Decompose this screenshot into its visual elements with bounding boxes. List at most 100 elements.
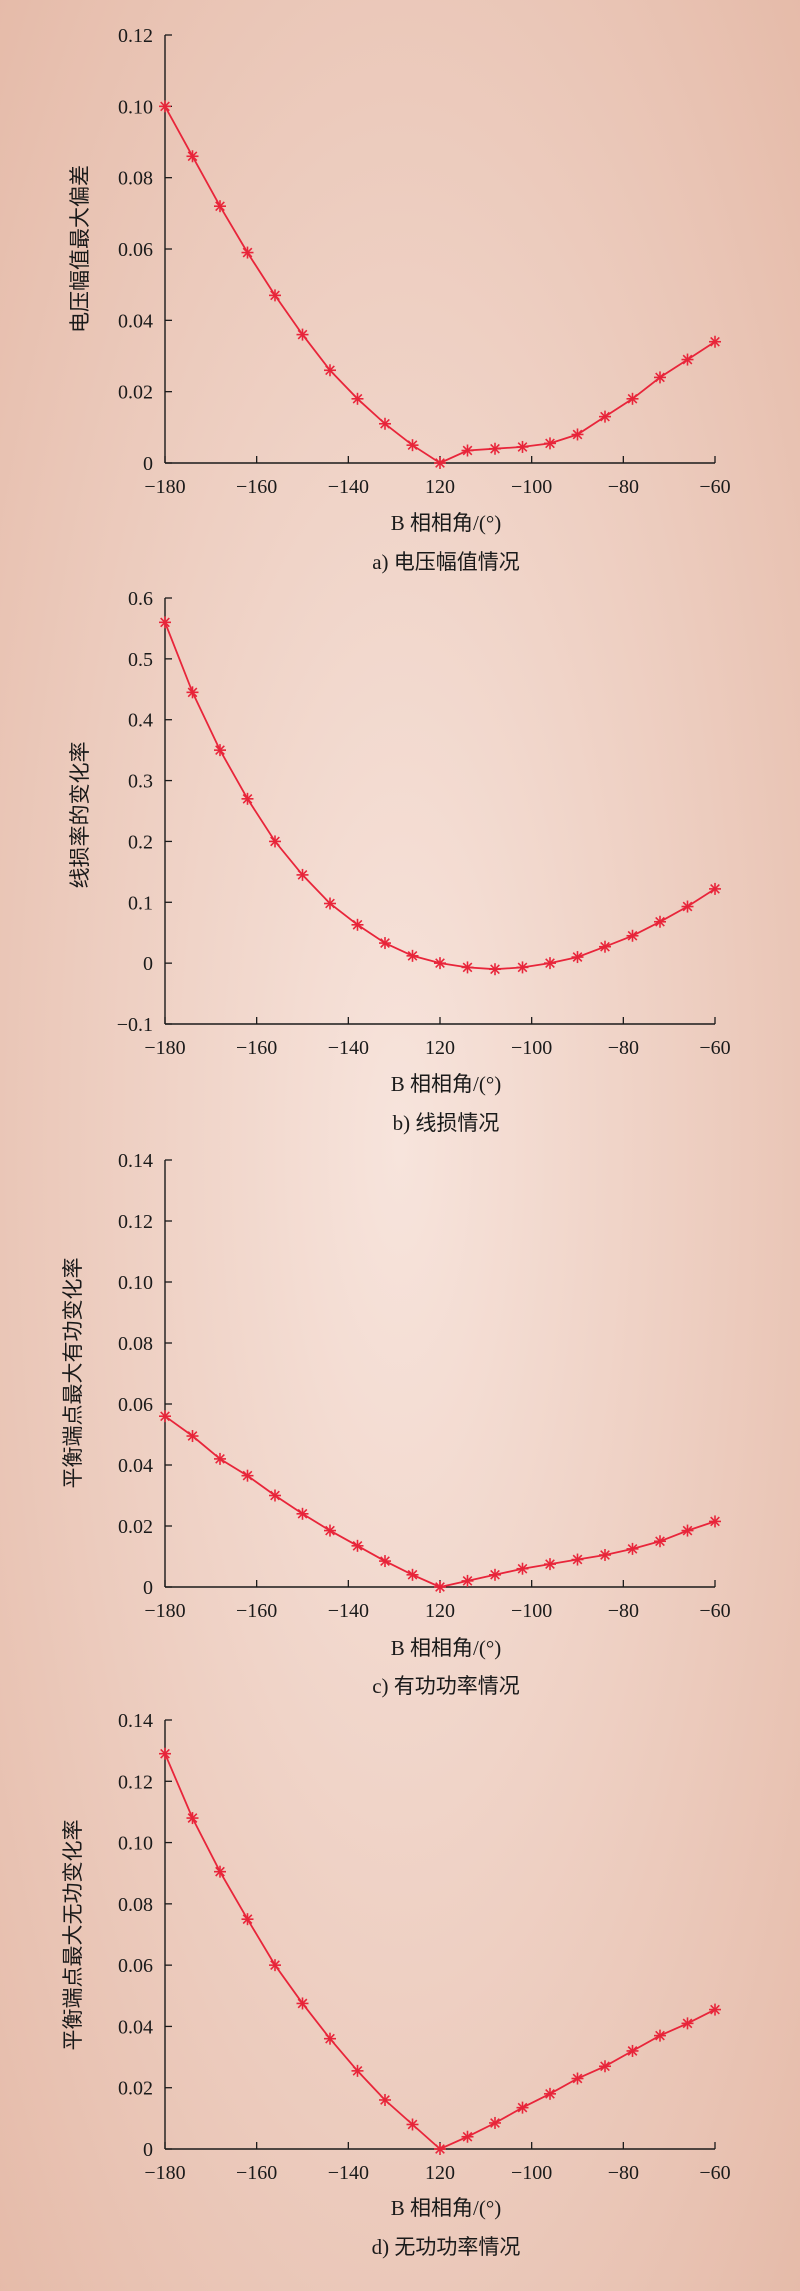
data-point xyxy=(461,2130,474,2143)
data-point xyxy=(461,444,474,457)
data-point xyxy=(159,616,171,629)
series-line xyxy=(164,1415,716,1588)
data-point-stroke xyxy=(187,687,198,698)
y-tick-label: 0.14 xyxy=(118,1150,153,1172)
data-point xyxy=(406,1568,419,1581)
y-axis-label: 线损率的变化率 xyxy=(68,742,92,889)
data-point-stroke xyxy=(325,1525,335,1536)
x-tick-label: −160 xyxy=(236,1037,277,1059)
data-point xyxy=(599,2060,611,2073)
x-tick-label: −80 xyxy=(608,476,639,498)
y-tick-label: 0 xyxy=(143,953,153,975)
y-tick-label: 0.06 xyxy=(118,1394,153,1416)
data-point xyxy=(681,2017,694,2030)
data-point xyxy=(654,371,666,384)
y-tick-label: 0.02 xyxy=(118,1516,153,1538)
y-tick-label: −0.1 xyxy=(117,1014,153,1036)
chart-panel-d: 0 0.02 0.04 0.06 0.08 0.10 0.12 0.14 −180 −160 −14… xyxy=(61,1710,731,2259)
data-point xyxy=(571,1553,584,1566)
data-point xyxy=(489,2116,501,2129)
data-point xyxy=(186,1812,199,1825)
data-point xyxy=(269,289,281,302)
data-point xyxy=(571,2072,584,2085)
data-point xyxy=(626,1542,639,1555)
y-tick-label: 0.10 xyxy=(118,1833,153,1855)
data-point xyxy=(516,961,529,974)
data-point xyxy=(406,439,419,452)
data-point-stroke xyxy=(297,329,308,340)
data-point xyxy=(654,2029,666,2042)
y-tick-label: 0.02 xyxy=(118,2078,153,2100)
x-axis-label: B 相相角/(°) xyxy=(391,511,501,535)
y-tick-label: 0.4 xyxy=(128,710,153,732)
data-point-stroke xyxy=(435,458,445,468)
data-point xyxy=(241,1913,254,1926)
data-point-stroke xyxy=(572,429,583,440)
x-tick-label: 120 xyxy=(425,1037,455,1059)
data-point-stroke xyxy=(572,952,583,962)
data-point xyxy=(379,2093,391,2106)
data-point xyxy=(214,744,226,757)
y-tick-label: 0.6 xyxy=(128,588,153,610)
data-point xyxy=(406,2118,419,2131)
data-point-stroke xyxy=(517,2102,528,2113)
data-point-stroke xyxy=(215,745,225,756)
data-point xyxy=(544,2087,556,2100)
data-point xyxy=(296,868,309,881)
y-tick-label: 0.06 xyxy=(118,1955,153,1977)
data-point xyxy=(296,1507,309,1520)
data-point xyxy=(351,2064,364,2077)
data-point xyxy=(406,949,419,962)
y-axis-label: 平衡端点最大无功变化率 xyxy=(61,1820,85,2051)
y-tick-label: 0 xyxy=(143,2139,153,2161)
y-tick-label: 0.12 xyxy=(118,1211,153,1233)
data-point-stroke xyxy=(325,365,335,376)
data-point-stroke xyxy=(242,1914,253,1925)
data-point xyxy=(324,897,336,910)
series-line xyxy=(164,105,716,465)
y-tick-label: 0.04 xyxy=(118,1455,153,1477)
x-tick-label: −60 xyxy=(699,1037,730,1059)
x-tick-label: −100 xyxy=(511,2162,552,2184)
data-point xyxy=(489,963,501,976)
y-tick-label: 0 xyxy=(143,1577,153,1599)
data-point xyxy=(214,1865,226,1878)
data-point xyxy=(434,2143,446,2155)
data-point-stroke xyxy=(187,151,198,162)
x-tick-label: −140 xyxy=(328,1600,369,1622)
data-point-stroke xyxy=(407,1569,418,1580)
data-point-stroke xyxy=(242,793,253,804)
data-point-stroke xyxy=(627,393,638,404)
x-axis-label: B 相相角/(°) xyxy=(391,2196,501,2220)
data-point-stroke xyxy=(490,1569,500,1580)
data-point-stroke xyxy=(490,443,500,454)
data-point-stroke xyxy=(462,962,473,973)
data-point-stroke xyxy=(545,958,555,969)
data-point-stroke xyxy=(242,247,253,258)
panel-caption: b) 线损情况 xyxy=(393,1111,500,1135)
data-point-stroke xyxy=(572,2073,583,2084)
data-point-stroke xyxy=(682,901,693,912)
x-tick-label: −160 xyxy=(236,476,277,498)
data-point-stroke xyxy=(242,1470,253,1481)
data-point-stroke xyxy=(297,1998,308,2009)
data-point-stroke xyxy=(435,1582,445,1592)
y-axis-label: 电压幅值最大偏差 xyxy=(68,165,92,333)
y-tick-label: 0.10 xyxy=(118,96,153,118)
data-point xyxy=(214,1452,226,1465)
chart-panel-a: 0 0.02 0.04 0.06 0.08 0.10 0.12 −180 −160 −140 120… xyxy=(68,25,731,574)
data-point xyxy=(186,1430,199,1443)
data-point-stroke xyxy=(490,964,500,975)
data-point xyxy=(296,1997,309,2010)
data-point-stroke xyxy=(710,884,720,894)
data-point xyxy=(544,1558,556,1571)
chart-panel-c: 0 0.02 0.04 0.06 0.08 0.10 0.12 0.14 −180 −160 −14… xyxy=(61,1150,731,1698)
data-point-stroke xyxy=(600,941,610,952)
data-point-stroke xyxy=(545,2088,555,2099)
data-point-stroke xyxy=(710,2004,720,2015)
data-point-stroke xyxy=(270,836,280,847)
data-point xyxy=(296,328,309,341)
data-point xyxy=(434,957,446,970)
data-point xyxy=(269,835,281,848)
